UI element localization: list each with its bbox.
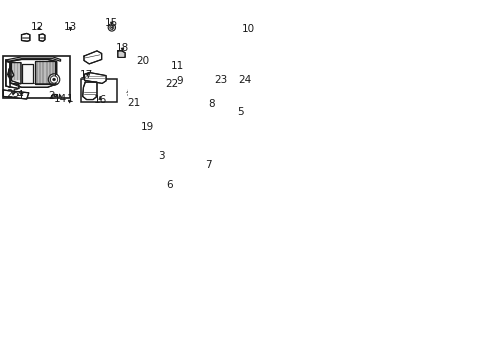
Polygon shape <box>34 60 55 85</box>
Text: 9: 9 <box>176 76 183 86</box>
Polygon shape <box>174 165 198 177</box>
Bar <box>81 79 117 102</box>
Text: 12: 12 <box>31 22 44 32</box>
Text: 7: 7 <box>206 159 212 170</box>
Text: 21: 21 <box>127 98 141 108</box>
Circle shape <box>224 66 226 68</box>
Ellipse shape <box>203 74 215 82</box>
Polygon shape <box>3 90 29 99</box>
Polygon shape <box>139 59 148 69</box>
Text: 1: 1 <box>66 94 73 104</box>
Ellipse shape <box>186 73 200 83</box>
Text: 8: 8 <box>208 99 215 109</box>
Circle shape <box>224 75 226 78</box>
Polygon shape <box>221 83 232 94</box>
Polygon shape <box>159 67 178 80</box>
Polygon shape <box>141 114 148 122</box>
Polygon shape <box>84 51 102 64</box>
Polygon shape <box>154 158 175 174</box>
Circle shape <box>224 85 226 87</box>
Circle shape <box>108 24 116 31</box>
Circle shape <box>224 71 226 73</box>
Polygon shape <box>12 63 21 84</box>
Polygon shape <box>159 46 178 67</box>
Polygon shape <box>203 82 220 94</box>
Text: 6: 6 <box>166 180 172 190</box>
Polygon shape <box>6 61 10 87</box>
Circle shape <box>53 78 55 81</box>
Polygon shape <box>83 82 97 100</box>
Bar <box>3 56 71 98</box>
Text: 25: 25 <box>6 89 19 99</box>
Text: 3: 3 <box>158 151 165 161</box>
Bar <box>128 189 166 217</box>
Text: 2: 2 <box>48 91 55 101</box>
Text: 16: 16 <box>94 95 107 104</box>
Polygon shape <box>6 60 19 89</box>
Circle shape <box>52 94 54 96</box>
Polygon shape <box>84 72 106 84</box>
Polygon shape <box>22 64 33 84</box>
Circle shape <box>224 94 226 97</box>
Circle shape <box>110 25 114 30</box>
Text: 13: 13 <box>64 22 77 32</box>
Text: 20: 20 <box>136 56 149 66</box>
Polygon shape <box>54 94 56 96</box>
Polygon shape <box>128 88 133 93</box>
Polygon shape <box>208 112 242 131</box>
Polygon shape <box>158 176 171 184</box>
Circle shape <box>50 76 58 83</box>
Text: 23: 23 <box>214 75 227 85</box>
Circle shape <box>244 35 251 42</box>
Circle shape <box>49 74 60 85</box>
Text: 11: 11 <box>171 62 184 72</box>
Text: 14: 14 <box>54 94 67 104</box>
Polygon shape <box>118 51 125 57</box>
Circle shape <box>224 80 226 83</box>
Text: 19: 19 <box>141 122 154 132</box>
Text: 24: 24 <box>238 75 251 85</box>
Polygon shape <box>22 33 30 41</box>
Polygon shape <box>6 57 61 62</box>
Text: 17: 17 <box>79 70 93 80</box>
Polygon shape <box>8 67 14 77</box>
Polygon shape <box>10 59 57 87</box>
Circle shape <box>224 61 226 64</box>
Text: 4: 4 <box>16 90 23 100</box>
Bar <box>161 50 176 60</box>
Circle shape <box>238 29 248 39</box>
Text: 15: 15 <box>105 18 119 28</box>
Circle shape <box>224 89 226 92</box>
Text: 18: 18 <box>116 43 129 53</box>
Text: 22: 22 <box>165 79 178 89</box>
Text: 10: 10 <box>242 24 255 34</box>
Polygon shape <box>39 34 45 41</box>
Text: 5: 5 <box>237 107 244 117</box>
Polygon shape <box>172 50 224 104</box>
